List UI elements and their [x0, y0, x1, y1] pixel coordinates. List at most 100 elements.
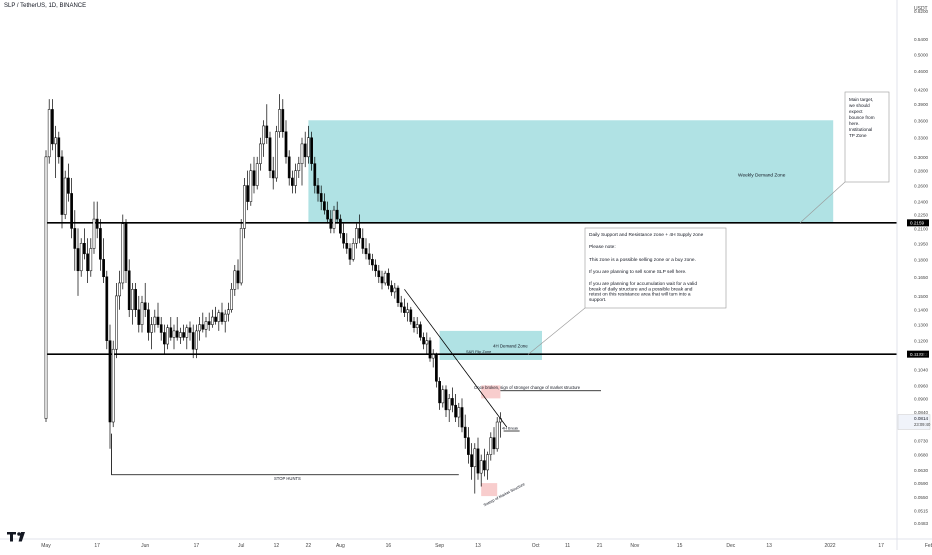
candle	[271, 156, 275, 190]
candle-body	[131, 289, 134, 310]
h4-break-label: 4H Break	[502, 425, 518, 430]
candle-body	[428, 340, 432, 359]
h4-zone-label: 4H Demand Zone	[493, 343, 528, 348]
candle-body	[268, 137, 272, 171]
candle	[415, 317, 419, 335]
candle	[140, 295, 144, 333]
candle-body	[70, 193, 73, 229]
candle-body	[191, 332, 195, 350]
candle-body	[483, 460, 486, 471]
candle-body	[412, 321, 416, 328]
y-tick-label: 0.1200	[914, 339, 928, 344]
candle-body	[67, 177, 70, 194]
zone-rect	[481, 483, 498, 497]
candle-body	[249, 170, 253, 202]
candle	[236, 259, 240, 290]
candle	[79, 238, 83, 277]
candle-body	[332, 209, 336, 229]
candle	[300, 137, 304, 186]
y-tick-label: 0.2250	[914, 213, 928, 218]
candle	[473, 443, 477, 494]
x-tick-label: May	[41, 543, 51, 549]
candle-body	[201, 324, 205, 330]
main-target-pointer	[799, 181, 846, 224]
candle-body	[79, 243, 83, 272]
candle	[287, 150, 291, 186]
once-broken-label: Once broken, sign of stronger change of …	[474, 385, 581, 390]
x-tick-label: Oct	[532, 543, 540, 549]
note-title: Daily Support and Resistance zone + 4H S…	[589, 232, 704, 238]
x-tick-label: Jul	[238, 543, 244, 549]
x-tick-label: Aug	[336, 543, 345, 549]
candle	[307, 125, 310, 164]
candle-body	[319, 193, 323, 202]
x-tick-label: 22	[306, 543, 312, 549]
candle	[326, 201, 329, 224]
level-price-label: 0.1122	[910, 352, 924, 357]
y-tick-label: 0.1300	[914, 323, 928, 328]
candle-body	[175, 330, 179, 338]
candle-body	[95, 218, 99, 229]
candle	[364, 238, 368, 260]
currency-label: USDT	[914, 6, 928, 12]
candle-body	[403, 306, 406, 313]
candle	[441, 385, 445, 408]
zone-rect	[481, 385, 501, 399]
candle	[425, 332, 429, 355]
candle	[163, 324, 166, 355]
candle	[67, 163, 70, 202]
candle-body	[236, 270, 240, 284]
candle	[358, 214, 361, 244]
candle	[492, 427, 496, 455]
candle	[156, 302, 160, 328]
candle-body	[441, 389, 445, 404]
countdown-label: 23:09:40	[914, 422, 931, 427]
candle	[463, 414, 467, 449]
candle	[63, 170, 67, 220]
symbol-title: SLP / TetherUS, 1D, BINANCE	[4, 3, 87, 9]
candle	[201, 312, 205, 333]
candle-body	[310, 137, 313, 164]
candle-body	[159, 324, 163, 333]
stop-hunt-bracket	[111, 433, 459, 476]
last-price-label: 0.0814	[914, 416, 928, 421]
candle-body	[348, 248, 352, 260]
candle	[86, 238, 89, 283]
candle	[377, 264, 381, 283]
candle	[390, 280, 393, 296]
y-tick-label: 0.0900	[914, 396, 928, 401]
y-tick-label: 0.2400	[914, 200, 928, 205]
candle	[313, 156, 317, 194]
candle	[217, 309, 221, 331]
candle	[195, 324, 198, 359]
candle	[371, 253, 374, 271]
candle	[291, 170, 294, 194]
candle-body	[156, 316, 160, 325]
candle	[118, 270, 121, 310]
candle	[102, 238, 105, 283]
candle	[281, 99, 285, 138]
y-tick-label: 0.2600	[914, 184, 928, 189]
candle	[246, 170, 249, 211]
candle-body	[479, 460, 483, 474]
y-tick-label: 0.0960	[914, 383, 928, 388]
candle-body	[259, 143, 262, 164]
candle-body	[118, 282, 121, 297]
candle	[47, 99, 51, 164]
candle	[268, 131, 272, 178]
y-tick-label: 0.0630	[914, 468, 928, 473]
candle-body	[111, 348, 115, 423]
candle-body	[294, 170, 297, 186]
candle	[169, 317, 173, 341]
x-tick-label: Feb	[925, 543, 932, 549]
candle	[486, 451, 489, 480]
candle-body	[419, 324, 422, 338]
x-tick-label: 17	[194, 543, 200, 549]
level-price-tag	[907, 350, 929, 358]
candle	[451, 387, 454, 413]
x-tick-label: 13	[475, 543, 481, 549]
candle-body	[102, 259, 105, 278]
candle	[489, 432, 493, 461]
